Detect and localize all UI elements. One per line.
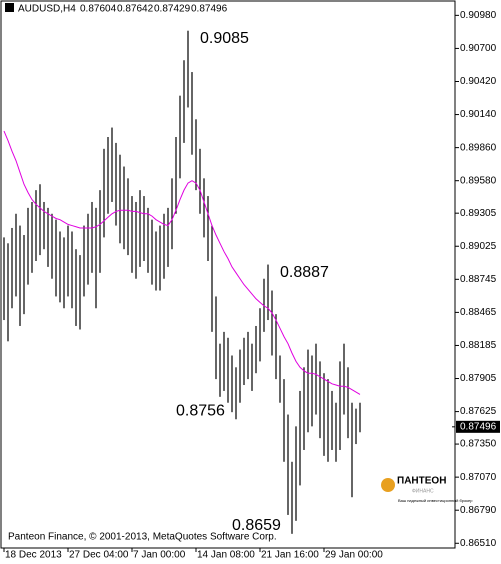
symbol: AUDUSD,H4 — [18, 4, 76, 15]
logo-tagline: Ваш надежный инвестиционный брокер — [398, 498, 473, 503]
moving-average — [3, 130, 361, 395]
y-tick-label: 0.88465 — [460, 307, 497, 318]
y-tick-label: 0.89025 — [460, 241, 497, 252]
y-tick-label: 0.88745 — [460, 274, 497, 285]
logo-sub: ФИНАНС — [412, 488, 434, 494]
x-tick-label: 14 Jan 08:00 — [197, 550, 255, 561]
header-price: 0.87429 — [154, 4, 191, 15]
x-tick-label: 29 Jan 00:00 — [325, 550, 383, 561]
logo-icon — [381, 478, 395, 492]
y-tick-label: 0.86510 — [460, 538, 497, 549]
logo-name: ПАНТЕОН — [397, 476, 446, 487]
footer: Panteon Finance, © 2001-2013, MetaQuotes… — [8, 532, 277, 543]
y-tick-label: 0.89305 — [460, 208, 497, 219]
plot-frame — [0, 0, 456, 549]
symbol-icon — [5, 3, 14, 12]
y-tick-label: 0.90420 — [460, 76, 497, 87]
header-price: 0.87642 — [117, 4, 154, 15]
x-tick-label: 18 Dec 2013 — [5, 550, 62, 561]
annotation: 0.8659 — [232, 517, 281, 534]
y-tick-label: 0.90700 — [460, 43, 497, 54]
last-price-label: 0.87496 — [460, 421, 497, 432]
annotation: 0.8756 — [176, 402, 225, 419]
y-tick-label: 0.86790 — [460, 505, 497, 516]
y-tick-label: 0.90980 — [460, 10, 497, 21]
x-tick-label: 21 Jan 16:00 — [261, 550, 319, 561]
y-tick-label: 0.87070 — [460, 472, 497, 483]
last-price-box — [456, 420, 500, 433]
y-tick-label: 0.89860 — [460, 142, 497, 153]
y-tick-label: 0.90140 — [460, 109, 497, 120]
y-tick-label: 0.87905 — [460, 373, 497, 384]
y-tick-label: 0.87625 — [460, 406, 497, 417]
header-price: 0.87496 — [191, 4, 228, 15]
x-tick-label: 27 Dec 04:00 — [69, 550, 129, 561]
y-tick-label: 0.88185 — [460, 340, 497, 351]
annotation: 0.8887 — [280, 264, 329, 281]
x-tick-label: 7 Jan 00:00 — [133, 550, 186, 561]
header-price: 0.87604 — [80, 4, 117, 15]
annotation: 0.9085 — [200, 30, 249, 47]
y-tick-label: 0.89580 — [460, 175, 497, 186]
y-tick-label: 0.87350 — [460, 439, 497, 450]
